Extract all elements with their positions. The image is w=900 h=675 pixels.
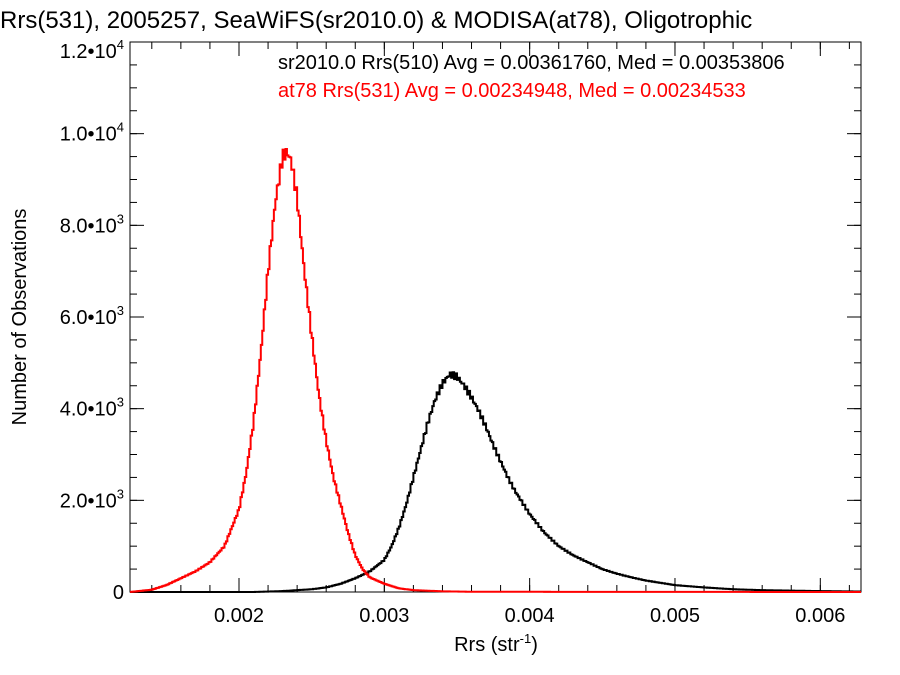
x-axis-label-close: ) (531, 634, 538, 656)
y-tick-label-4: 8.0•103 (60, 211, 124, 237)
x-axis-label-sup: -1 (520, 631, 532, 646)
x-tick-label-4: 0.006 (795, 605, 845, 627)
y-tick-label-2: 4.0•103 (60, 395, 124, 421)
series-line-1 (130, 371, 861, 593)
y-axis-label: Number of Observations (9, 209, 31, 426)
x-axis-label-main: Rrs (str (454, 634, 520, 656)
y-axis-ticks: 0 2.0•103 4.0•103 6.0•103 8.0•103 1.0•104 1.2•… (60, 37, 861, 604)
x-axis-label: Rrs (str-1) (454, 631, 538, 656)
y-tick-label-3: 6.0•103 (60, 303, 124, 329)
y-tick-label-5: 1.0•104 (60, 120, 124, 146)
chart-title: Rrs(531), 2005257, SeaWiFS(sr2010.0) & M… (0, 7, 752, 34)
y-tick-label-6: 1.2•104 (60, 37, 124, 63)
x-tick-label-1: 0.003 (359, 605, 409, 627)
series-line-2 (130, 147, 861, 593)
series-layer (130, 147, 861, 593)
x-axis-ticks: 0.002 0.003 0.004 0.005 0.006 (151, 42, 850, 627)
legend-entry-series-2: at78 Rrs(531) Avg = 0.00234948, Med = 0.… (278, 80, 746, 102)
y-tick-label-1: 2.0•103 (60, 486, 124, 512)
x-tick-label-2: 0.004 (505, 605, 555, 627)
legend-entry-series-1: sr2010.0 Rrs(510) Avg = 0.00361760, Med … (278, 52, 785, 74)
x-tick-label-3: 0.005 (650, 605, 700, 627)
x-tick-label-0: 0.002 (214, 605, 264, 627)
y-tick-label-0: 0 (113, 582, 124, 604)
